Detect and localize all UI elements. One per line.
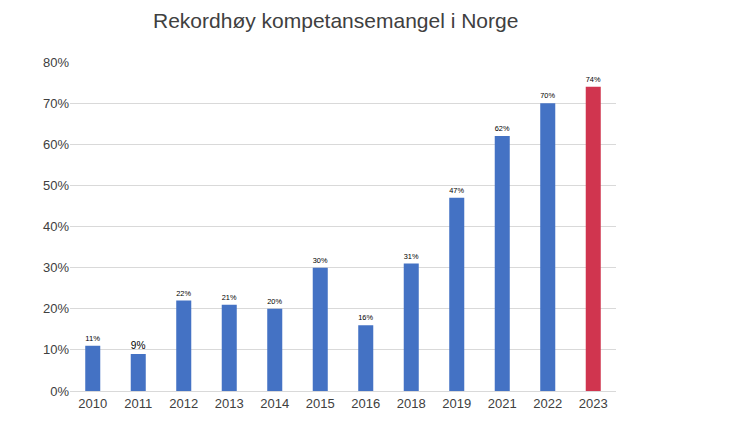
svg-text:70%: 70% [540,91,555,100]
svg-text:2014: 2014 [260,396,289,411]
svg-text:2010: 2010 [78,396,107,411]
svg-text:70%: 70% [43,96,69,111]
svg-text:2016: 2016 [351,396,380,411]
svg-text:2021: 2021 [488,396,517,411]
svg-text:2013: 2013 [215,396,244,411]
svg-text:2011: 2011 [124,396,152,411]
svg-text:2019: 2019 [442,396,471,411]
svg-text:50%: 50% [43,178,69,193]
svg-text:47%: 47% [449,186,464,195]
svg-text:60%: 60% [43,137,69,152]
svg-text:9%: 9% [131,340,146,351]
svg-text:0%: 0% [50,384,69,399]
svg-text:30%: 30% [313,256,328,265]
svg-text:31%: 31% [404,252,419,261]
svg-text:2023: 2023 [579,396,608,411]
svg-text:74%: 74% [586,75,601,84]
svg-text:16%: 16% [358,313,373,322]
svg-text:20%: 20% [43,301,69,316]
svg-text:21%: 21% [222,293,237,302]
svg-text:20%: 20% [267,297,282,306]
svg-text:22%: 22% [176,289,191,298]
svg-text:30%: 30% [43,260,69,275]
svg-text:10%: 10% [43,342,69,357]
svg-text:2015: 2015 [306,396,335,411]
svg-text:40%: 40% [43,219,69,234]
svg-text:Rekordhøy kompetansemangel i N: Rekordhøy kompetansemangel i Norge [153,9,518,32]
svg-text:2012: 2012 [169,396,198,411]
svg-text:2018: 2018 [397,396,426,411]
svg-text:2022: 2022 [533,396,562,411]
svg-text:11%: 11% [85,334,100,343]
svg-text:80%: 80% [43,55,69,70]
svg-text:62%: 62% [495,124,510,133]
